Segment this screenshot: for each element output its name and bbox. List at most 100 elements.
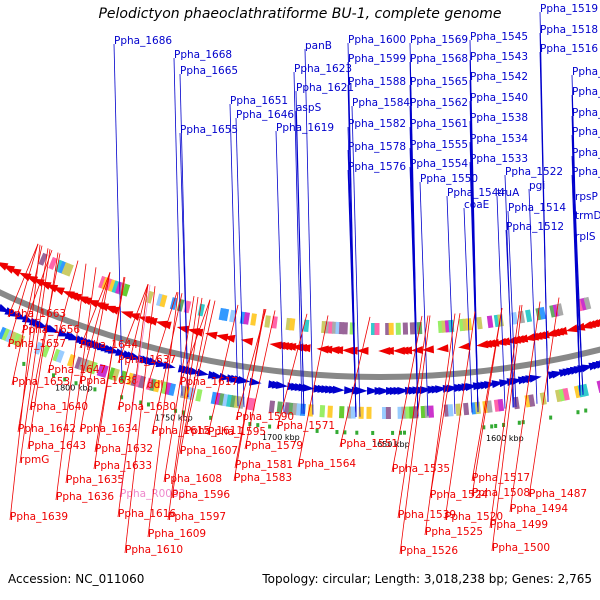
genome-summary: Topology: circular; Length: 3,018,238 bp… (262, 572, 592, 586)
bottom-gene-label: Ppha_1597 (168, 511, 226, 523)
cog-block-outer (463, 402, 470, 416)
cog-block-outer (455, 403, 462, 416)
leader-line (469, 161, 479, 412)
top-gene-label: Ppha_1588 (348, 76, 406, 88)
leader-line (117, 284, 149, 364)
bottom-gene-label: Ppha_1508 (472, 487, 530, 499)
rna-marker (521, 420, 525, 425)
cog-block-inner (476, 316, 483, 330)
leader-line (293, 71, 303, 414)
cog-block-outer (126, 372, 135, 386)
rna-marker (403, 430, 407, 435)
bottom-gene-label: Ppha_1647 (48, 364, 106, 376)
leader-line (9, 244, 41, 521)
reverse-gene-arrow (240, 337, 254, 346)
cog-block-inner (197, 303, 206, 317)
rna-marker (584, 408, 588, 413)
bottom-gene-label: rpmG (20, 454, 49, 466)
cog-block-inner (289, 318, 296, 331)
forward-gene-arrow (446, 384, 459, 393)
top-gene-label: rplS (575, 231, 596, 243)
forward-gene-arrow (420, 386, 433, 395)
top-gene-label: Ppha_1584 (352, 97, 410, 109)
leader-line (429, 313, 461, 499)
cog-block-outer (33, 341, 44, 355)
leader-line (47, 260, 79, 374)
cog-block-outer (85, 360, 95, 374)
cog-block-outer (350, 406, 357, 419)
leader-line (113, 43, 123, 381)
forward-gene-arrow (249, 377, 262, 386)
cog-block-outer (358, 406, 364, 419)
rna-marker (549, 415, 553, 420)
cog-block-inner (264, 315, 271, 328)
bottom-gene-label: Ppha_1607 (180, 445, 238, 457)
reverse-gene-arrow (400, 346, 413, 355)
cog-block-outer (562, 387, 570, 401)
bottom-gene-label: Ppha_1634 (80, 423, 138, 435)
cog-block-inner (395, 322, 401, 335)
reverse-gene-arrow (69, 293, 82, 302)
reverse-gene-arrow (79, 297, 92, 306)
leader-line (27, 252, 59, 450)
cog-block-inner (121, 283, 131, 297)
bottom-gene-label: Ppha_1609 (148, 528, 206, 540)
reverse-gene-arrow (52, 287, 65, 296)
bottom-gene-label: Ppha_1500 (492, 542, 550, 554)
reverse-gene-arrow (120, 311, 134, 319)
top-gene-label: Ppha_1544 (447, 187, 505, 199)
cog-block-outer (528, 394, 536, 407)
cog-block-outer (338, 406, 345, 419)
top-gene-label: Ppha_1550 (420, 173, 478, 185)
reverse-gene-arrow (96, 303, 110, 312)
cog-block-outer (0, 326, 8, 340)
reverse-gene-arrow (436, 344, 449, 353)
forward-gene-arrow (46, 324, 60, 333)
top-gene-label: Ppha_1543 (470, 51, 528, 63)
cog-block-outer (327, 405, 333, 418)
leader-line (491, 304, 523, 552)
top-gene-label: Ppha_1498 (572, 166, 600, 178)
leader-line (19, 249, 51, 464)
reverse-gene-arrow (515, 334, 529, 343)
bottom-gene-label: Ppha_1638 (80, 375, 138, 387)
bottom-gene-label: Ppha_1524 (430, 489, 488, 501)
leader-line (147, 292, 179, 538)
cog-block-inner (465, 318, 473, 331)
bottom-gene-label: Ppha_1644 (80, 339, 138, 351)
cog-block-outer (55, 350, 65, 363)
leader-line (507, 210, 517, 408)
leader-line (21, 249, 53, 334)
kbp-tick-label: 1600 kbp (486, 434, 524, 443)
rna-marker (146, 402, 150, 407)
cog-block-outer (385, 406, 391, 420)
rna-marker (51, 373, 55, 378)
reverse-gene-arrow (176, 325, 190, 334)
top-gene-label: Ppha_1505 (572, 86, 600, 98)
leader-line (297, 315, 329, 468)
bottom-gene-label: Ppha_1551 (340, 438, 398, 450)
leader-line (339, 316, 371, 448)
rna-marker (209, 415, 213, 420)
top-gene-label: aspS (296, 102, 322, 114)
bottom-gene-label: Ppha_1595 (208, 426, 266, 438)
leader-line (391, 315, 423, 473)
cog-block-outer (41, 344, 51, 358)
cog-block-inner (38, 252, 48, 266)
bottom-gene-label: Ppha_1636 (56, 491, 114, 503)
top-gene-label: Ppha_1519 (540, 3, 598, 15)
rna-marker (482, 425, 486, 430)
top-gene-label: truA (497, 187, 520, 199)
rna-marker (22, 361, 26, 366)
bottom-gene-label: Ppha_1539 (398, 509, 456, 521)
forward-gene-arrow (465, 383, 478, 391)
leader-line (171, 297, 203, 499)
forward-gene-arrow (355, 386, 368, 395)
bottom-gene-label: Ppha_1630 (118, 401, 176, 413)
kbp-tick-label: 1800 kbp (55, 384, 93, 393)
reverse-gene-arrow (458, 342, 471, 351)
cog-block-inner (61, 262, 71, 276)
leader-line (276, 313, 308, 430)
cog-block-outer (153, 379, 161, 393)
top-gene-label: pgi (529, 180, 545, 192)
